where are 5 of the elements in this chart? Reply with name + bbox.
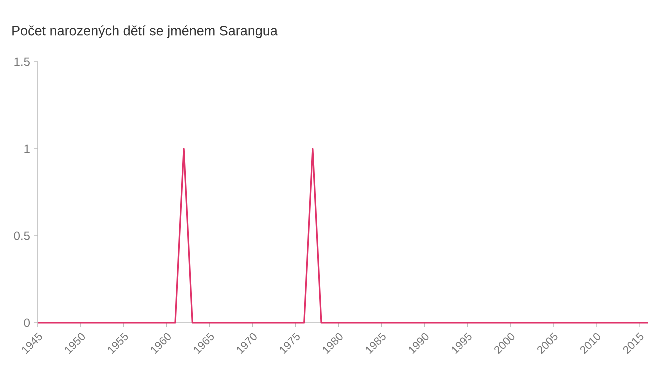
y-tick-label: 0.5 xyxy=(14,232,30,240)
y-tick-label: 0 xyxy=(24,318,30,328)
y-tick-label: 1 xyxy=(24,144,30,154)
chart-title: Počet narozených dětí se jménem Sarangua xyxy=(12,26,278,38)
y-tick-label: 1.5 xyxy=(14,58,30,66)
